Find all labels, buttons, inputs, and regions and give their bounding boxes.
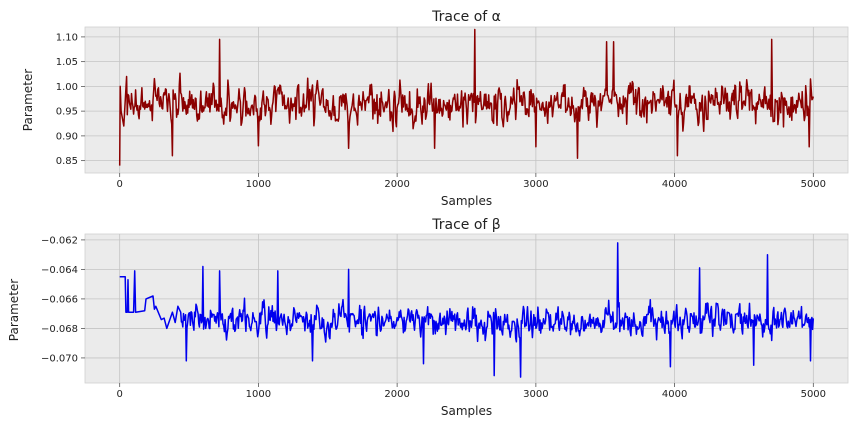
alpha-x-tick-label: 2000: [384, 179, 409, 190]
beta-x-tick-label: 4000: [662, 389, 687, 400]
beta-x-tick-label: 3000: [523, 389, 548, 400]
beta-x-tick-label: 1000: [246, 389, 271, 400]
beta-x-axis-label: Samples: [441, 404, 492, 418]
alpha-trace-line: [118, 28, 815, 166]
alpha-y-tick-label: 0.95: [56, 107, 78, 118]
alpha-trace-panel: 0 1000 2000 3000 4000 5000 0.85 0.90 0.95 1.00 1.…: [21, 9, 849, 208]
alpha-x-axis-label: Samples: [441, 194, 492, 208]
beta-chart-title: Trace of β: [431, 217, 500, 233]
alpha-x-ticks: 0 1000 2000 3000 4000 5000: [116, 173, 826, 190]
beta-x-tick-label: 5000: [801, 389, 826, 400]
alpha-chart-title: Trace of α: [431, 9, 501, 25]
beta-trace-line: [119, 242, 815, 378]
alpha-y-tick-label: 1.00: [56, 82, 78, 93]
beta-x-tick-label: 0: [116, 389, 122, 400]
beta-plot-area: [84, 233, 849, 384]
beta-x-tick-label: 2000: [384, 389, 409, 400]
alpha-y-tick-label: 1.05: [56, 57, 78, 68]
alpha-x-tick-label: 4000: [662, 179, 687, 190]
beta-x-ticks: 0 1000 2000 3000 4000 5000: [116, 383, 826, 400]
beta-y-tick-label: −0.064: [41, 265, 78, 276]
beta-y-tick-label: −0.070: [41, 353, 78, 364]
alpha-y-tick-label: 1.10: [56, 32, 78, 43]
alpha-y-ticks: 0.85 0.90 0.95 1.00 1.05 1.10: [56, 32, 85, 167]
alpha-x-tick-label: 3000: [523, 179, 548, 190]
alpha-x-tick-label: 5000: [801, 179, 826, 190]
alpha-x-tick-label: 1000: [246, 179, 271, 190]
alpha-y-tick-label: 0.85: [56, 156, 78, 167]
beta-y-tick-label: −0.066: [41, 294, 78, 305]
beta-y-axis-label: Parameter: [7, 279, 21, 341]
beta-trace-panel: 0 1000 2000 3000 4000 5000 −0.062 −0.064 −0.066…: [7, 217, 849, 418]
beta-y-ticks: −0.062 −0.064 −0.066 −0.068 −0.070: [41, 235, 85, 364]
alpha-y-tick-label: 0.90: [56, 131, 78, 142]
alpha-y-axis-label: Parameter: [21, 69, 35, 131]
beta-y-tick-label: −0.062: [41, 235, 78, 246]
alpha-x-tick-label: 0: [116, 179, 122, 190]
beta-y-tick-label: −0.068: [41, 324, 78, 335]
